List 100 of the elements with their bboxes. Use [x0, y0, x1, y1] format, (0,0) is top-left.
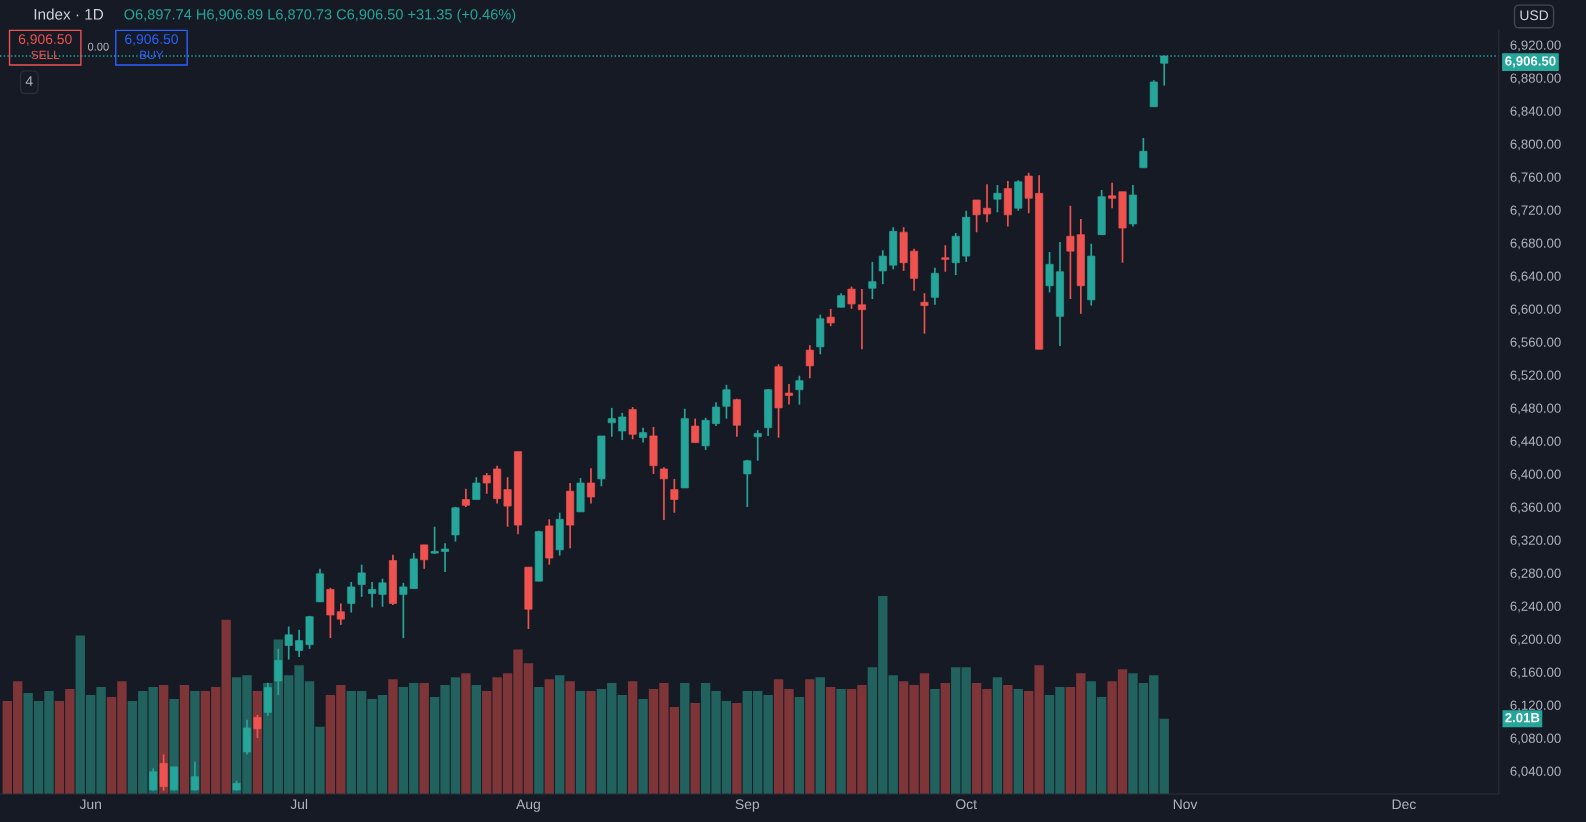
bar [638, 698, 648, 795]
y-tick-label: 6,720.00 [1510, 205, 1561, 217]
candlestick [659, 466, 668, 521]
candlestick [930, 266, 939, 306]
candlestick [378, 577, 387, 608]
candlestick [857, 288, 866, 351]
candlestick [420, 544, 429, 570]
candlestick [805, 344, 814, 380]
candlestick [170, 765, 179, 792]
bar [992, 677, 1003, 795]
y-tick-label: 6,680.00 [1510, 238, 1561, 250]
y-tick-label: 6,880.00 [1510, 73, 1561, 85]
bar [617, 695, 627, 795]
y-tick-label: 6,280.00 [1510, 568, 1561, 580]
text: USD [1520, 10, 1549, 21]
candlestick [983, 183, 992, 224]
bar [565, 681, 575, 795]
bar [1159, 718, 1169, 795]
candlestick [149, 767, 158, 792]
candlestick [1066, 204, 1075, 300]
y-tick-label: 6,120.00 [1510, 700, 1561, 712]
x-tick-label: Sep [735, 799, 760, 812]
bar [586, 691, 596, 795]
bar [690, 702, 700, 795]
candlestick [795, 374, 804, 406]
candlestick [284, 625, 293, 661]
annotation: 6,906.50 [125, 34, 178, 46]
y-tick-label: 6,600.00 [1510, 304, 1561, 316]
candlestick [784, 383, 793, 406]
y-tick-label: 6,400.00 [1510, 469, 1561, 481]
candlestick [941, 244, 950, 273]
candlestick [972, 199, 981, 233]
candlestick [461, 487, 470, 508]
y-tick-label: 6,640.00 [1510, 271, 1561, 283]
x-tick-label: Dec [1392, 799, 1416, 810]
x-tick-label: Oct [956, 799, 977, 810]
bar [805, 679, 815, 795]
y-tick-label: 6,840.00 [1510, 106, 1561, 118]
chart-title: Index · 1D [34, 8, 104, 20]
bar [930, 689, 940, 795]
y-tick-label: 6,240.00 [1510, 601, 1561, 613]
candlestick [295, 629, 304, 658]
candlestick [691, 417, 700, 444]
y-tick-label: 6,520.00 [1510, 370, 1561, 382]
candlestick [993, 184, 1002, 214]
y-tick-label: 6,440.00 [1510, 436, 1561, 448]
bar [388, 679, 398, 795]
bar [461, 673, 471, 795]
candlestick [878, 249, 887, 285]
y-tick-label: 6,920.00 [1510, 40, 1561, 52]
text: 2.01B [1505, 712, 1540, 723]
candlestick [472, 476, 481, 501]
bar [888, 675, 898, 795]
candlestick [868, 261, 877, 300]
candlestick [274, 647, 283, 696]
candlestick [1108, 181, 1117, 210]
bar [471, 685, 481, 795]
candlestick [253, 714, 262, 739]
candlestick [712, 401, 721, 427]
candlestick [670, 478, 679, 514]
candlestick [243, 718, 252, 756]
y-tick-label: 6,160.00 [1510, 667, 1561, 679]
candlestick [586, 467, 595, 505]
bar [1003, 685, 1013, 795]
y-tick-label: 6,480.00 [1510, 403, 1561, 415]
bar [544, 679, 554, 795]
x-tick-label: Jul [290, 798, 308, 810]
x-tick-label: Nov [1173, 799, 1198, 810]
y-tick-label: 6,560.00 [1510, 337, 1561, 349]
y-tick-label: 6,800.00 [1510, 139, 1561, 151]
annotation: 0.00 [87, 42, 109, 51]
bar [575, 691, 586, 795]
annotation: 6,906.50 [18, 34, 72, 46]
bar [794, 696, 805, 795]
candlestick [1024, 171, 1033, 215]
bar [534, 687, 544, 795]
bar [419, 683, 429, 795]
y-tick-label: 6,760.00 [1510, 172, 1561, 184]
annotation: SELL [31, 50, 60, 60]
text: O6,897.74 H6,906.89 L6,870.73 C6,906.50 +31.35 (+0.46%) [124, 8, 516, 23]
x-tick-label: Aug [516, 799, 540, 812]
candlestick [482, 472, 491, 495]
bar [179, 685, 190, 795]
candlestick [430, 525, 439, 555]
candlestick [607, 407, 616, 438]
annotation: 4 [25, 76, 33, 86]
candlestick [753, 429, 762, 462]
candlestick [743, 459, 752, 508]
bar [555, 675, 565, 795]
ref-line-label: 6,906.50 [1505, 56, 1556, 68]
bar [732, 702, 742, 795]
candlestick [357, 563, 366, 598]
bar [940, 683, 951, 795]
annotation: BUY [140, 50, 164, 60]
candlestick [1045, 251, 1054, 294]
candlestick [441, 542, 450, 573]
candlestick [1139, 137, 1148, 169]
y-tick-label: 6,200.00 [1510, 634, 1561, 646]
candlestick [920, 292, 929, 335]
bar [815, 677, 825, 795]
